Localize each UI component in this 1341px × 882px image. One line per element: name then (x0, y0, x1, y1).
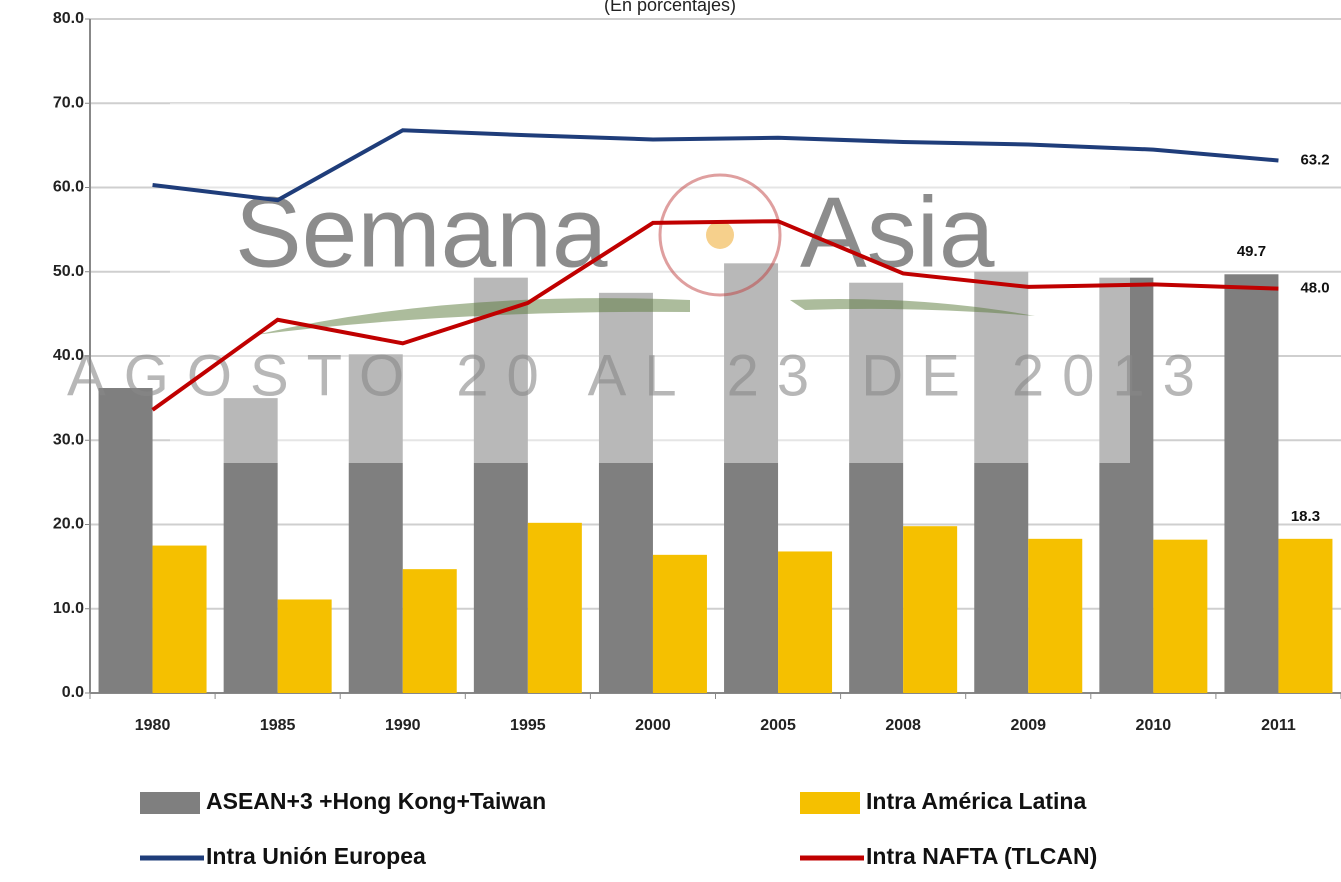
data-label: 49.7 (1237, 243, 1266, 260)
bar (652, 554, 707, 693)
data-label: 63.2 (1300, 152, 1329, 169)
legend-label: ASEAN+3 +Hong Kong+Taiwan (206, 788, 546, 814)
y-tick-label: 50.0 (53, 263, 84, 280)
line (151, 219, 1279, 412)
x-tick-label: 2008 (885, 717, 921, 734)
x-tick-label: 2005 (760, 717, 796, 734)
x-tick-label: 1985 (260, 717, 296, 734)
bar (724, 263, 779, 693)
bar (849, 282, 904, 693)
bar (903, 526, 958, 693)
x-tick-label: 2011 (1261, 717, 1296, 734)
data-label: 48.0 (1300, 280, 1329, 297)
watermark-text: Semana (235, 176, 608, 288)
y-tick-label: 80.0 (53, 10, 84, 27)
y-tick-label: 70.0 (53, 94, 84, 111)
y-tick-label: 40.0 (53, 347, 84, 364)
bar (527, 522, 582, 693)
bar (974, 271, 1029, 693)
bar (598, 292, 653, 693)
line (152, 128, 1279, 203)
y-tick-label: 10.0 (53, 600, 84, 617)
bar (152, 545, 207, 693)
watermark-panel (170, 103, 1130, 463)
bar (223, 398, 278, 693)
bar (1153, 539, 1208, 693)
bar (1278, 538, 1333, 693)
x-tick-label: 2009 (1010, 717, 1046, 734)
watermark-logo (706, 221, 734, 249)
legend-label: Intra NAFTA (TLCAN) (866, 843, 1097, 869)
x-tick-label: 1980 (135, 717, 171, 734)
legend-label: Intra América Latina (866, 788, 1086, 814)
bar (348, 354, 403, 693)
bar (98, 388, 153, 693)
bar (1224, 274, 1279, 693)
chart-subtitle: (En porcentajes) (604, 0, 736, 15)
x-tick-label: 2000 (635, 717, 671, 734)
x-tick-label: 1995 (510, 717, 546, 734)
data-label: 18.3 (1291, 508, 1320, 525)
bar (473, 277, 528, 693)
y-tick-label: 60.0 (53, 179, 84, 196)
y-tick-label: 20.0 (53, 516, 84, 533)
watermark-swoosh (790, 299, 1035, 316)
bar (1099, 277, 1154, 693)
y-tick-label: 30.0 (53, 431, 84, 448)
watermark-logo (658, 173, 782, 297)
bar (402, 569, 457, 693)
y-tick-label: 0.0 (62, 684, 84, 701)
watermark-text: AGOSTO 20 AL 23 DE 2013 (67, 343, 1213, 408)
x-tick-label: 1990 (385, 717, 421, 734)
bar (1028, 538, 1083, 693)
legend-swatch (800, 792, 860, 814)
watermark-swoosh (255, 298, 690, 335)
legend-swatch (140, 792, 200, 814)
bar (778, 551, 833, 693)
bar (277, 599, 332, 693)
legend-label: Intra Unión Europea (206, 843, 426, 869)
x-tick-label: 2010 (1136, 717, 1172, 734)
